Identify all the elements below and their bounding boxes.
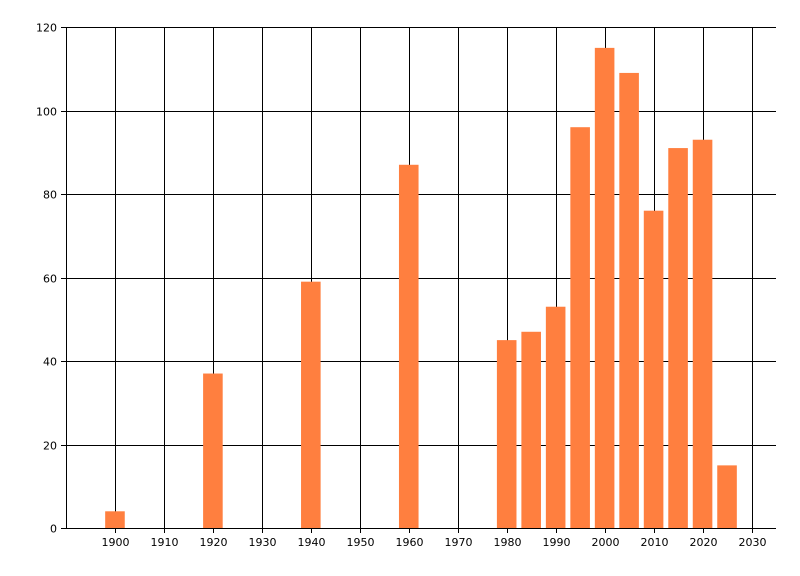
- bar-1940: [301, 281, 321, 528]
- x-tick-label: 1910: [151, 536, 179, 549]
- x-tick-label: 1930: [249, 536, 277, 549]
- bar-1995: [570, 127, 590, 528]
- y-tick-label: 0: [50, 523, 57, 536]
- bar-2010: [643, 210, 664, 528]
- x-tick-label: 1940: [298, 536, 326, 549]
- y-tick-label: 120: [36, 22, 57, 35]
- bar-1990: [545, 306, 566, 528]
- bar-2020: [692, 139, 713, 528]
- x-axis-ticks: 1900 1910 1920 1930 1940 1950 1960 1970 1980 1990…: [102, 528, 767, 549]
- y-tick-label: 80: [43, 189, 57, 202]
- bar-2000: [594, 47, 615, 528]
- x-tick-label: 2020: [690, 536, 718, 549]
- bar-2015: [668, 148, 688, 528]
- x-tick-label: 1950: [347, 536, 375, 549]
- y-tick-label: 20: [43, 440, 57, 453]
- bar-1960: [398, 164, 419, 528]
- y-tick-label: 40: [43, 356, 57, 369]
- bar-1920: [203, 373, 223, 528]
- bar-1985: [521, 331, 541, 528]
- x-tick-label: 2000: [592, 536, 620, 549]
- x-tick-label: 1900: [102, 536, 130, 549]
- x-tick-label: 1970: [445, 536, 473, 549]
- x-tick-label: 2010: [641, 536, 669, 549]
- x-tick-label: 1960: [396, 536, 424, 549]
- chart-axes: [66, 27, 776, 529]
- x-tick-label: 1920: [200, 536, 228, 549]
- bar-2005: [619, 72, 639, 529]
- y-tick-label: 60: [43, 273, 57, 286]
- y-axis-ticks: 0 20 40 60 80 100 120: [36, 22, 66, 536]
- x-tick-label: 1980: [494, 536, 522, 549]
- bar-1900: [105, 511, 125, 528]
- bar-1980: [496, 340, 517, 528]
- x-tick-label: 2030: [739, 536, 767, 549]
- y-tick-label: 100: [36, 106, 57, 119]
- chart-bars: [105, 47, 737, 529]
- x-tick-label: 1990: [543, 536, 571, 549]
- bar-2025: [717, 465, 737, 528]
